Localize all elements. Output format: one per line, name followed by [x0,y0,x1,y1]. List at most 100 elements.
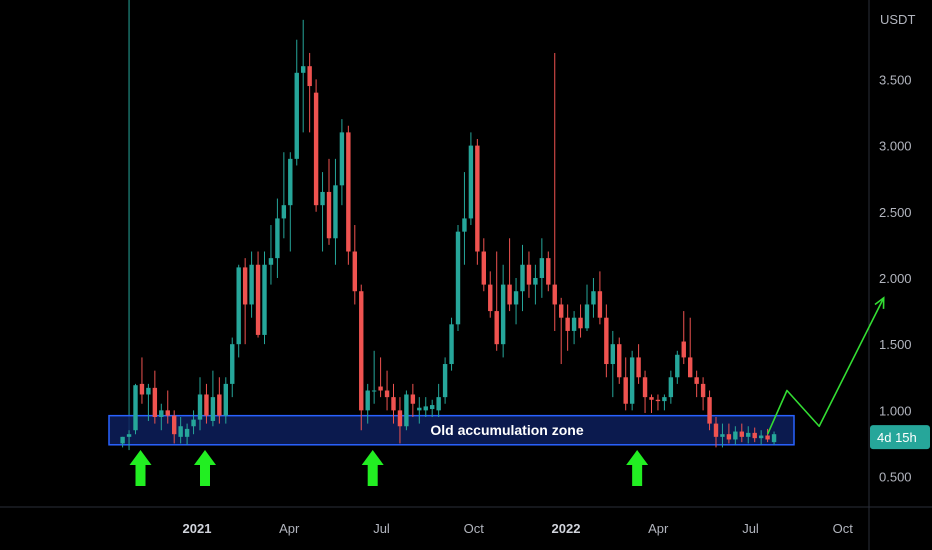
candle-body [126,434,132,437]
candle [578,304,583,338]
candle-body [294,72,299,159]
accumulation-zone-box[interactable] [108,414,795,446]
price-axis[interactable]: 3.500 3.000 2.500 2.000 1.500 1.000 0.500 [879,72,912,484]
candle [242,258,248,345]
candle-body [249,264,254,305]
candle-body [546,258,551,285]
candle-body [378,386,383,391]
candle [758,430,764,445]
candle [771,431,777,445]
candle-body [623,377,628,404]
candle [533,264,538,305]
candle-body [675,354,680,378]
candle [636,344,641,384]
candle [197,377,203,431]
projection-layer [766,296,885,435]
candle-body [204,394,209,416]
time-axis[interactable]: 2021 Apr Jul Oct 2022 Apr Jul Oct [183,521,854,536]
price-tick-label: 2.000 [879,271,912,286]
candle-body [513,291,519,305]
candle [249,251,254,318]
candle [120,436,125,448]
candle [597,271,603,325]
candle [462,172,467,265]
candle-body [617,344,622,378]
candle [126,430,132,451]
candle-body [365,390,370,411]
candle-body [746,432,751,437]
countdown-badge-box [870,425,930,450]
time-tick-label: 2022 [552,521,581,536]
candle-body [681,341,686,358]
time-tick-label: Apr [648,521,669,536]
candle [739,423,744,443]
candle [539,238,545,298]
candle-body [733,431,738,440]
candle [236,264,241,358]
candle-body [475,145,480,252]
candle [417,397,422,424]
candle [139,357,145,404]
candle-body [165,410,170,416]
candle-body [184,428,190,437]
candle [546,251,551,292]
candle-body [591,291,596,305]
candle-body [346,132,351,252]
candle [294,39,299,166]
candle [481,238,486,292]
candle-body [172,415,177,435]
candle-body [326,191,332,239]
candle [410,383,416,417]
countdown-badge: 4d 15h [870,425,930,450]
time-tick-label: 2021 [183,521,212,536]
candle-body [726,434,732,440]
candle-body [752,432,757,439]
candle-body [494,311,499,345]
candle [746,426,751,444]
candle-body [449,324,454,365]
candle [152,370,158,424]
candle [694,370,699,398]
candle-body [700,383,706,398]
candle [275,198,280,278]
candle [552,52,557,331]
accumulation-zone-layer[interactable] [108,414,795,446]
candle [649,394,654,414]
candle-body [565,317,570,331]
candle-body [488,284,493,312]
candle-body [339,132,345,186]
candle-body [191,419,196,427]
candle [455,225,461,331]
candle [365,383,370,424]
candle-body [178,426,183,437]
price-unit-label: USDT [880,12,915,27]
candle [255,251,261,338]
candle-body [242,267,248,305]
buy-arrows-layer [129,450,649,486]
candle-body [391,397,396,411]
candle [707,390,712,431]
candle [288,152,293,252]
candle [359,284,364,431]
candle-body [223,383,228,416]
candle-body [404,394,409,427]
candle [713,416,719,448]
candle-body [397,410,403,427]
candle-body [507,284,512,305]
candle-body [268,258,274,265]
candle [436,383,441,417]
candle-body [217,394,222,416]
candle-body [313,92,319,206]
candle-body [636,357,641,378]
candle-body [571,317,577,331]
projection-line [766,297,885,435]
candle [526,251,532,298]
time-tick-label: Oct [464,521,485,536]
candle [681,311,686,365]
candle [520,244,525,312]
candle [397,397,403,444]
candle [688,317,693,378]
candle [210,370,216,427]
buy-arrow-icon [194,450,216,486]
